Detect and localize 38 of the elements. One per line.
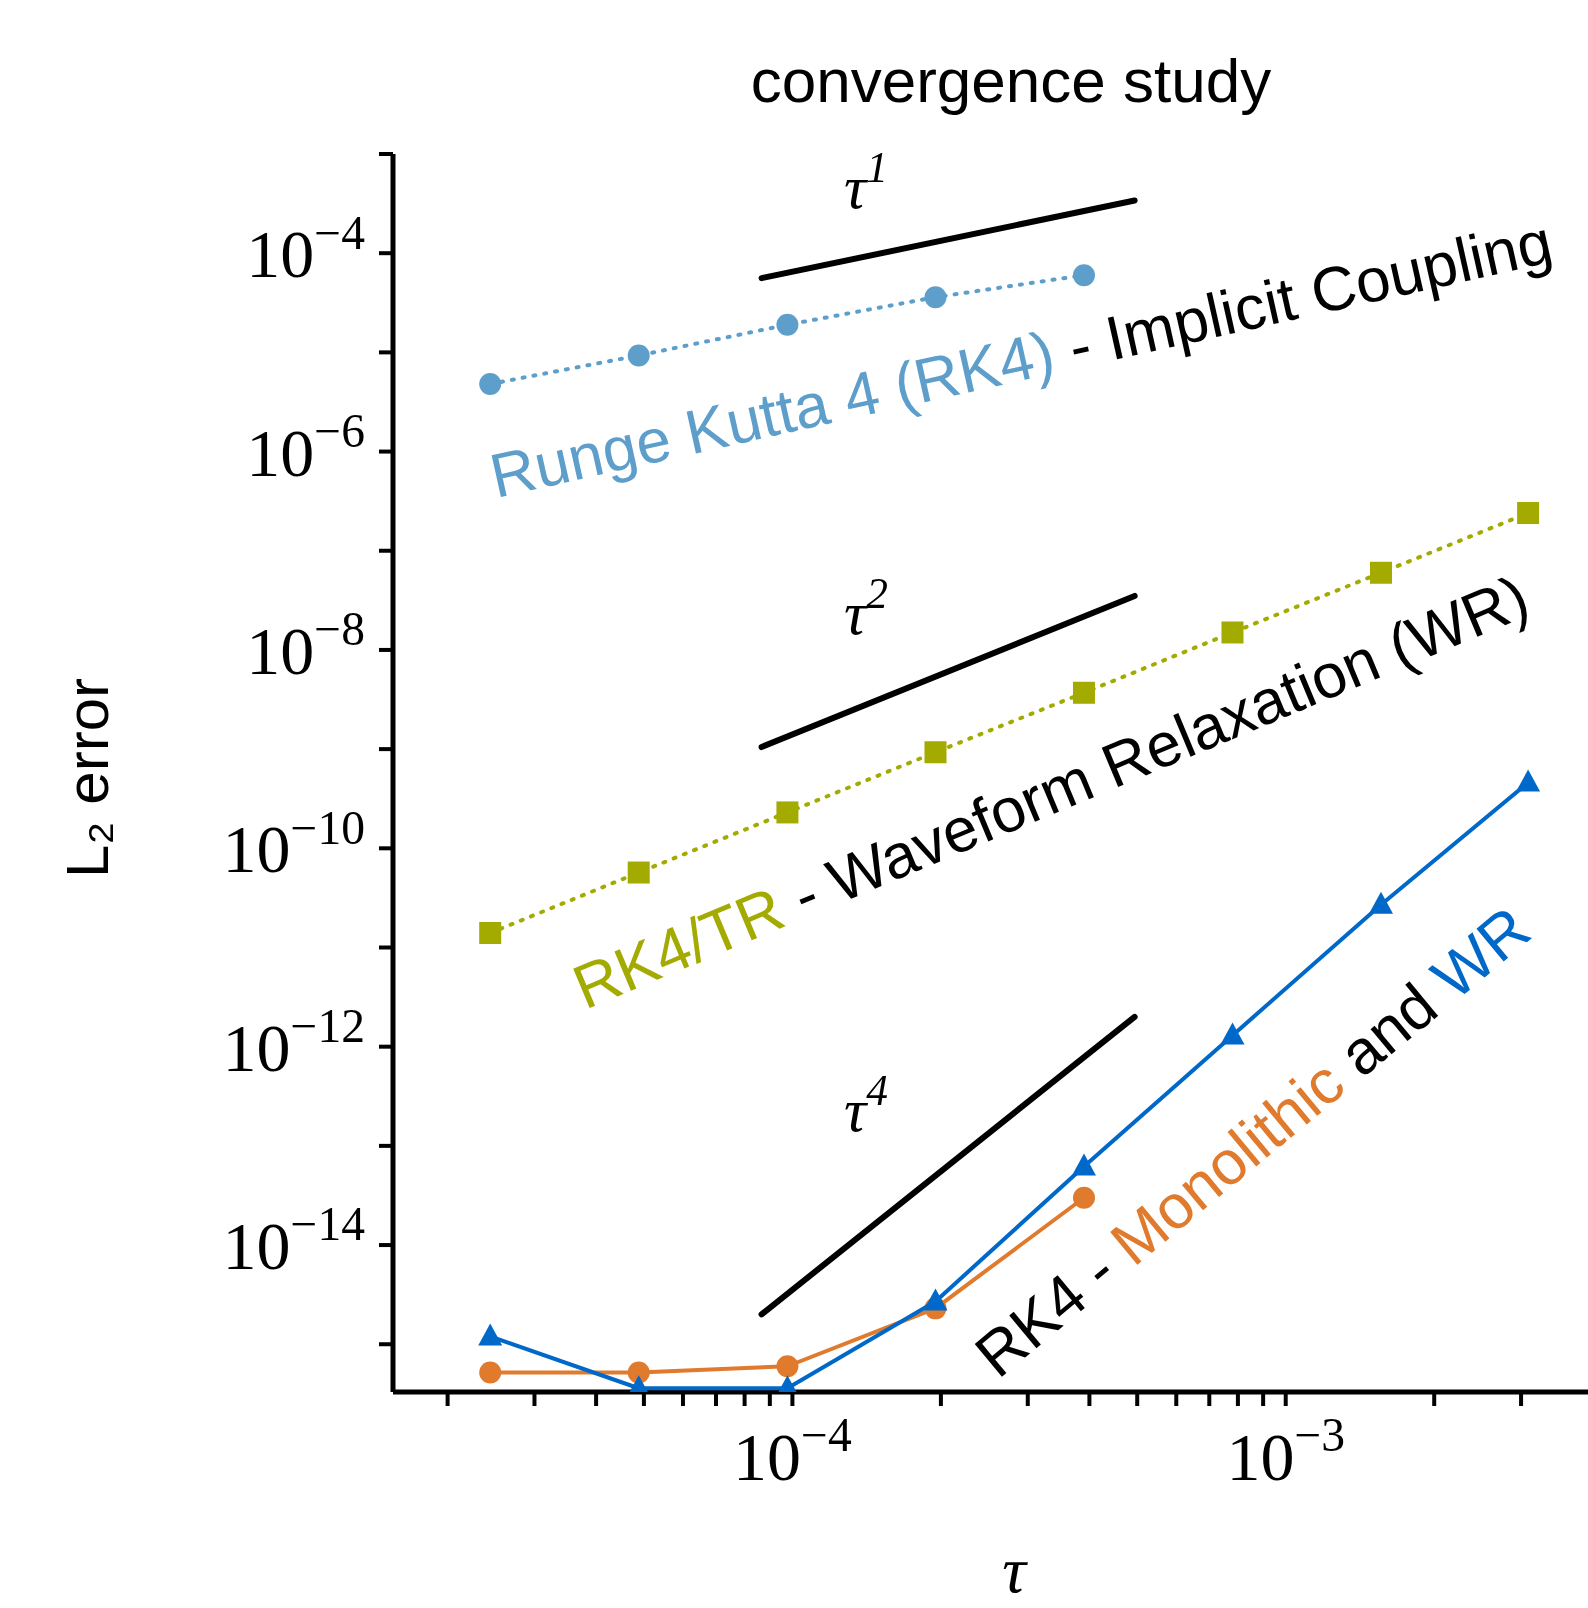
y-tick-label: 10$^{−4}$ xyxy=(246,206,366,293)
text: Runge Kutta 4 (RK4) xyxy=(483,317,1061,511)
point xyxy=(776,801,799,824)
point xyxy=(627,861,650,884)
annotation: τ$^{2}$ xyxy=(844,568,888,647)
point xyxy=(627,1361,650,1384)
y-tick-label: 10$^{−10}$ xyxy=(222,801,365,888)
y-tick-label: 10$^{−12}$ xyxy=(222,1000,365,1086)
point xyxy=(1072,1186,1095,1209)
point xyxy=(923,1288,948,1311)
point xyxy=(776,1355,799,1378)
point xyxy=(776,313,799,336)
y-tick-label: 10$^{−8}$ xyxy=(246,603,365,689)
annotation: - Implicit Coupling xyxy=(1062,206,1559,382)
point xyxy=(479,372,502,395)
x-axis-title: τ xyxy=(1002,1533,1029,1606)
chart-title: convergence study xyxy=(750,46,1272,115)
annotation: τ$^{1}$ xyxy=(844,142,888,221)
y-tick-label: 10$^{−6}$ xyxy=(246,405,365,491)
point xyxy=(479,1361,502,1384)
point xyxy=(1072,681,1095,704)
point xyxy=(1517,502,1540,525)
point xyxy=(1369,561,1392,584)
point xyxy=(924,286,947,309)
point xyxy=(1220,1022,1245,1045)
point xyxy=(924,741,947,764)
point xyxy=(1368,891,1393,914)
y-axis-title: L₂ error xyxy=(54,677,121,879)
point xyxy=(627,344,650,367)
point xyxy=(1221,621,1244,644)
point xyxy=(1072,264,1095,287)
point xyxy=(479,922,502,944)
point xyxy=(1071,1153,1096,1176)
point xyxy=(478,1323,503,1346)
x-tick-label: 10$^{−3}$ xyxy=(1226,1409,1346,1495)
y-tick-label: 10$^{−14}$ xyxy=(222,1198,366,1285)
annotation: τ$^{4}$ xyxy=(844,1065,888,1144)
point xyxy=(1516,769,1541,792)
